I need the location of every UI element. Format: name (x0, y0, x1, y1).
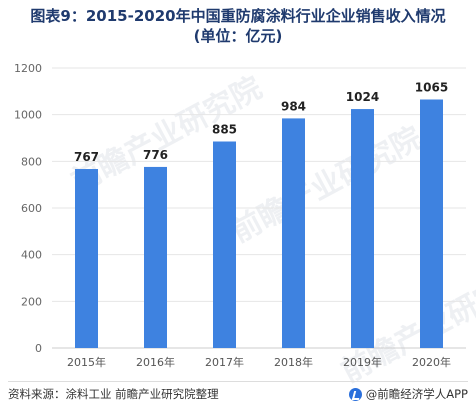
brand: @前瞻经济学人APP (348, 386, 468, 402)
y-tick-label: 0 (35, 342, 42, 355)
footer-divider (8, 381, 468, 382)
source-text: 资料来源：涂料工业 前瞻产业研究院整理 (8, 387, 219, 401)
y-axis-ticks: 0 200 400 600 800 1000 1200 (14, 62, 42, 355)
data-label: 1024 (346, 90, 379, 104)
y-tick-label: 1200 (14, 62, 42, 75)
x-tick-label: 2016年 (136, 355, 175, 369)
data-label: 984 (281, 99, 306, 113)
x-tick-label: 2020年 (412, 355, 451, 369)
data-labels: 767 776 885 984 1024 1065 (74, 81, 448, 165)
y-tick-label: 600 (21, 202, 42, 215)
bar (282, 118, 305, 349)
bar-chart: 0 200 400 600 800 1000 1200 767 776 885 984 1024 10… (14, 62, 466, 369)
y-tick-label: 400 (21, 249, 42, 262)
data-label: 1065 (415, 81, 448, 95)
brand-logo-icon (348, 387, 362, 401)
bar (213, 141, 236, 348)
chart-title-line2: (单位：亿元) (193, 27, 283, 45)
data-label: 885 (212, 123, 237, 137)
y-tick-label: 200 (21, 295, 42, 308)
x-tick-label: 2017年 (205, 355, 244, 369)
x-axis-ticks: 2015年 2016年 2017年 2018年 2019年 2020年 (67, 355, 451, 369)
y-tick-label: 1000 (14, 109, 42, 122)
data-label: 767 (74, 150, 99, 164)
x-tick-label: 2018年 (274, 355, 313, 369)
data-label: 776 (143, 148, 168, 162)
bar (75, 169, 98, 348)
y-tick-label: 800 (21, 155, 42, 168)
bar (351, 109, 374, 348)
chart-title-line1: 图表9：2015-2020年中国重防腐涂料行业企业销售收入情况 (30, 7, 446, 25)
x-tick-label: 2019年 (343, 355, 382, 369)
bars (75, 99, 443, 349)
grid-lines (52, 67, 466, 349)
bar (420, 99, 443, 348)
chart-title: 图表9：2015-2020年中国重防腐涂料行业企业销售收入情况 (单位：亿元) (0, 6, 476, 46)
footer: 资料来源：涂料工业 前瞻产业研究院整理 @前瞻经济学人APP (8, 386, 468, 404)
x-tick-label: 2015年 (67, 355, 106, 369)
brand-text: @前瞻经济学人APP (365, 387, 468, 401)
bar (144, 166, 167, 348)
